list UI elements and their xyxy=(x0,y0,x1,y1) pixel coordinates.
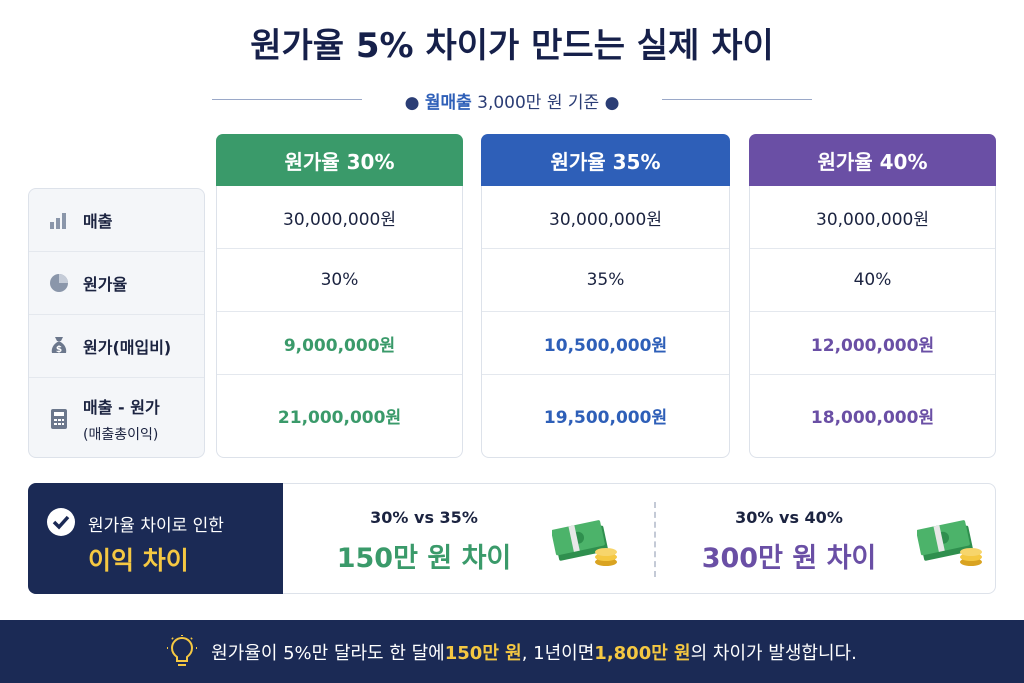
label: 매출 - 원가 xyxy=(83,397,160,417)
footer-text: 의 차이가 발생합니다. xyxy=(690,642,857,664)
summary-label: 원가율 차이로 인한 xyxy=(88,516,224,536)
cell: 30% xyxy=(217,248,462,311)
label: 매출 xyxy=(83,212,113,231)
row-label: $ 원가(매입비) xyxy=(29,314,204,377)
column-header: 원가율 40% xyxy=(749,134,996,186)
footer-text: , 1년이면 xyxy=(521,642,595,664)
cell: 35% xyxy=(482,248,729,311)
svg-text:$: $ xyxy=(56,345,62,355)
title: 원가율 5% 차이가 만드는 실제 차이 xyxy=(250,26,774,66)
column-header: 원가율 30% xyxy=(216,134,463,186)
money-icon xyxy=(552,520,617,566)
summary-label-panel: 원가율 차이로 인한 이익 차이 xyxy=(28,483,283,594)
footer-highlight: 150만 원 xyxy=(444,642,522,664)
cell: 19,500,000원 xyxy=(482,374,729,456)
label-column: 매출 원가율 $ 원가(매입비) 매출 - 원가 (매출총이익) xyxy=(28,188,205,458)
cell: 30,000,000원 xyxy=(549,209,662,230)
cell: 9,000,000원 xyxy=(217,311,462,374)
column: 원가율 30% 30,000,000원 30% 9,000,000원 21,000,00… xyxy=(216,134,463,458)
row-label: 원가율 xyxy=(29,251,204,314)
divider xyxy=(662,99,812,100)
sublabel: (매출총이익) xyxy=(83,426,159,443)
footer-text: 원가율이 5%만 달라도 한 달에 xyxy=(211,642,445,664)
label: 원가(매입비) xyxy=(83,338,172,357)
money-icon xyxy=(917,520,982,566)
comparison-value: 150만 원 차이 xyxy=(336,543,512,574)
row-label: 매출 - 원가 (매출총이익) xyxy=(29,377,204,459)
cell: 30,000,000원 xyxy=(283,209,396,230)
cell: 21,000,000원 xyxy=(217,374,462,456)
comparison-value: 300만 원 차이 xyxy=(701,543,877,574)
cell: 12,000,000원 xyxy=(750,311,995,374)
subtitle: ● 월매출 3,000만 원 기준 ● xyxy=(404,93,620,113)
summary-box: 원가율 차이로 인한 이익 차이 30% vs 35% 150만 원 차이 30% … xyxy=(28,483,996,594)
separator xyxy=(654,502,656,577)
comparison-title: 30% vs 35% xyxy=(370,508,478,527)
subtitle-text: 3,000만 원 기준 xyxy=(477,93,600,113)
cell: 40% xyxy=(750,248,995,311)
comparison-title: 30% vs 40% xyxy=(735,508,843,527)
summary-highlight: 이익 차이 xyxy=(88,546,189,575)
footer-highlight: 1,800만 원 xyxy=(594,642,691,664)
cell: 10,500,000원 xyxy=(482,311,729,374)
cell: 18,000,000원 xyxy=(750,374,995,456)
column-header: 원가율 35% xyxy=(481,134,730,186)
divider xyxy=(212,99,362,100)
column: 원가율 40% 30,000,000원 40% 12,000,000원 18,000,0… xyxy=(749,134,996,458)
subtitle-bold: 월매출 xyxy=(424,93,472,113)
row-label: 매출 xyxy=(29,189,204,251)
column: 원가율 35% 30,000,000원 35% 10,500,000원 19,500,0… xyxy=(481,134,730,458)
label: 원가율 xyxy=(83,275,128,294)
cell: 30,000,000원 xyxy=(816,209,929,230)
